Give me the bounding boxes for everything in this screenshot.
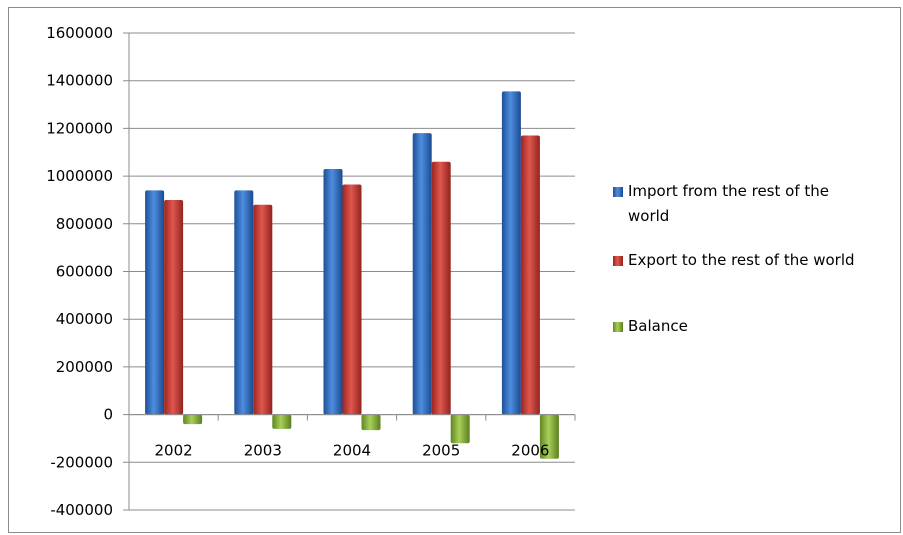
x-tick-label: 2004 <box>333 442 371 460</box>
y-tick-label: 800000 <box>56 215 113 233</box>
legend-swatch <box>613 187 623 197</box>
bar-import-2005 <box>412 133 432 415</box>
bar-balance-2004 <box>361 414 381 431</box>
bar-balance-2005 <box>450 414 470 444</box>
bar-export-2006 <box>520 135 540 415</box>
y-tick-label: 200000 <box>56 358 113 376</box>
bar-export-2004 <box>342 184 362 415</box>
bars <box>145 91 559 459</box>
x-tick-label: 2002 <box>155 442 193 460</box>
y-tick-label: 400000 <box>56 310 113 328</box>
y-tick-label: 1400000 <box>46 72 113 90</box>
y-tick-label: -400000 <box>50 501 113 519</box>
y-tick-label: 1000000 <box>46 167 113 185</box>
x-tick-label: 2005 <box>422 442 460 460</box>
y-tick-label: 1200000 <box>46 119 113 137</box>
y-tick-label: -200000 <box>50 453 113 471</box>
bar-import-2003 <box>234 190 254 415</box>
bar-import-2004 <box>323 168 343 415</box>
y-tick-label: 600000 <box>56 263 113 281</box>
x-tick-label: 2003 <box>244 442 282 460</box>
bar-export-2003 <box>253 204 273 415</box>
y-tick-label: 1600000 <box>46 24 113 42</box>
legend-swatch <box>613 322 623 332</box>
bar-import-2002 <box>145 190 165 415</box>
y-tick-label: 0 <box>103 406 113 424</box>
bar-export-2005 <box>431 161 451 415</box>
bar-export-2002 <box>164 199 184 415</box>
y-tick-labels: 1600000 1400000 1200000 1000000 800000 600000… <box>46 24 113 519</box>
bar-balance-2003 <box>272 414 292 429</box>
x-tick-label: 2006 <box>511 442 549 460</box>
x-tick-labels: 2002 2003 2004 2005 2006 <box>155 442 550 460</box>
legend-label: Balance <box>628 317 688 335</box>
legend-label: Import from the rest of the world <box>628 182 829 225</box>
bar-balance-2006 <box>539 414 559 459</box>
legend: Import from the rest of the world Export t… <box>613 182 855 335</box>
bar-import-2006 <box>501 91 521 415</box>
legend-label: Export to the rest of the world <box>628 251 855 269</box>
axes <box>128 33 576 510</box>
bar-balance-2002 <box>183 414 203 425</box>
legend-swatch <box>613 256 623 266</box>
